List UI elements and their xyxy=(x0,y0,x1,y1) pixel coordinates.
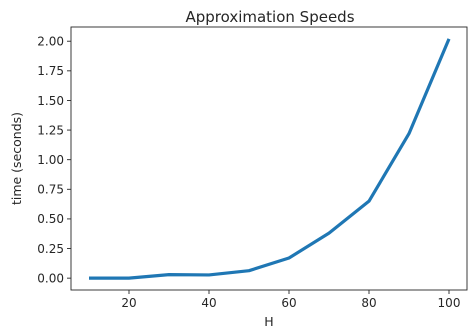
y-tick-label: 1.25 xyxy=(37,123,64,137)
y-tick-label: 1.00 xyxy=(37,153,64,167)
x-tick-label: 60 xyxy=(281,296,296,310)
series-line xyxy=(89,38,451,280)
chart-title: Approximation Speeds xyxy=(185,8,354,26)
y-tick-label: 0.25 xyxy=(37,242,64,256)
plot-area: 0.00 0.25 0.50 0.75 1.00 1.25 1.50 1.75 2.00 20 4… xyxy=(37,26,468,310)
y-tick-label: 0.50 xyxy=(37,212,64,226)
y-tick-label: 1.50 xyxy=(37,94,64,108)
x-axis-label: H xyxy=(264,314,273,327)
x-axis-ticks: 20 40 60 80 100 xyxy=(121,290,460,310)
y-axis-label: time (seconds) xyxy=(9,112,24,205)
series-layer xyxy=(89,38,451,280)
x-tick-label: 40 xyxy=(201,296,216,310)
x-tick-label: 20 xyxy=(121,296,136,310)
x-tick-label: 100 xyxy=(438,296,461,310)
y-tick-label: 2.00 xyxy=(37,35,64,49)
plot-frame xyxy=(70,26,468,291)
y-tick-label: 0.75 xyxy=(37,183,64,197)
y-tick-label: 1.75 xyxy=(37,64,64,78)
y-tick-label: 0.00 xyxy=(37,271,64,285)
x-tick-label: 80 xyxy=(361,296,376,310)
y-axis-ticks: 0.00 0.25 0.50 0.75 1.00 1.25 1.50 1.75 2.00 xyxy=(37,35,71,285)
